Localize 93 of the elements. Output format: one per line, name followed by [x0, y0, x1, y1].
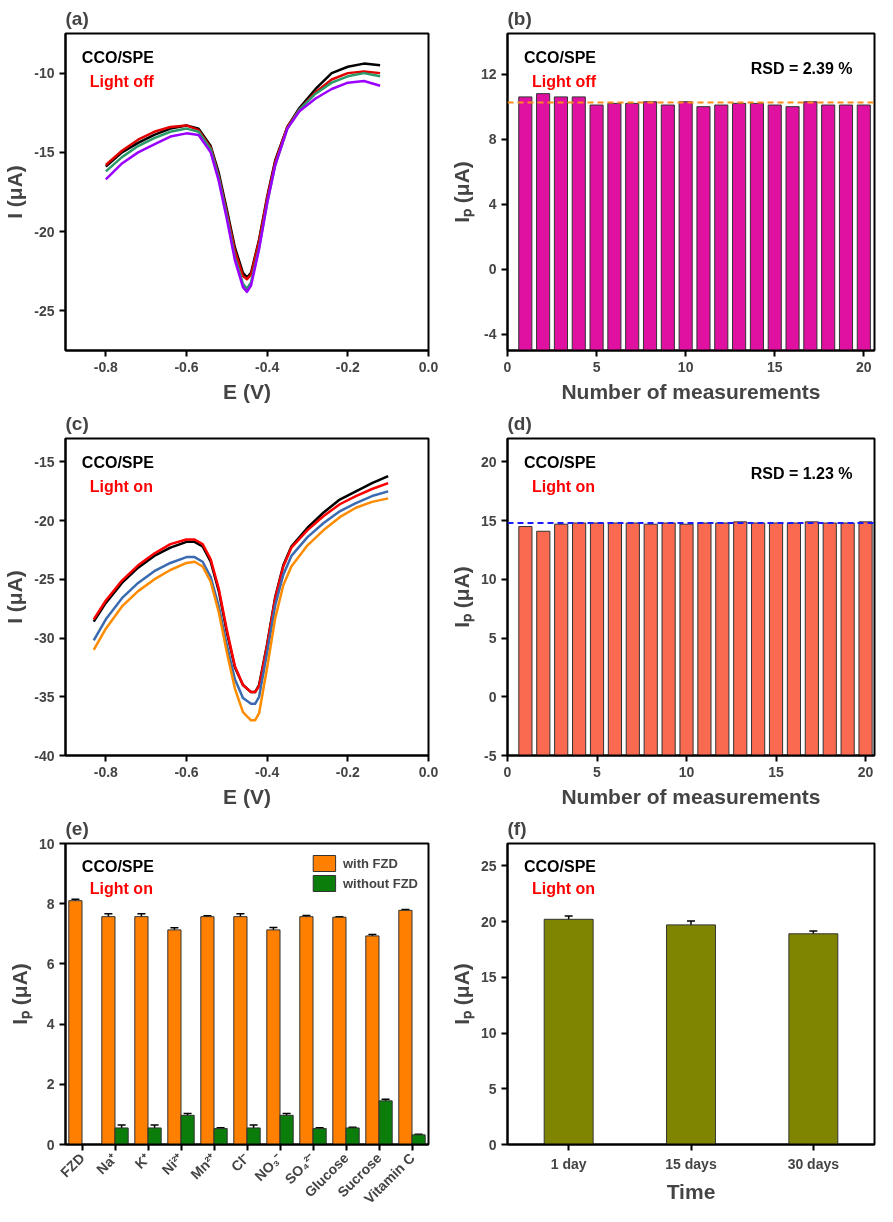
y-tick-label: -4 — [484, 326, 497, 343]
x-tick-label: 5 — [592, 358, 601, 375]
y-tick-label: -30 — [34, 630, 55, 647]
x-tick-label: -0.4 — [255, 358, 280, 375]
x-tick-label: 0.0 — [418, 358, 439, 375]
y-tick-label: -40 — [34, 747, 55, 764]
x-axis-title: Number of measurements — [561, 784, 821, 808]
y-axis-title: I (μA) — [3, 165, 27, 219]
x-tick-label: -0.8 — [93, 763, 119, 780]
chart-title: (f) — [507, 817, 527, 839]
y-tick-label: 10 — [480, 571, 497, 588]
chart-title: (c) — [65, 412, 89, 434]
x-tick-label: 0.0 — [418, 763, 439, 780]
y-tick-label: 10 — [480, 1025, 497, 1042]
y-tick-label: 6 — [46, 955, 55, 972]
chart-title: (b) — [507, 7, 532, 29]
x-tick-label: 15 — [766, 358, 783, 375]
x-tick-label: -0.8 — [93, 358, 119, 375]
y-tick-label: 8 — [46, 895, 55, 912]
x-tick-label: 10 — [678, 763, 695, 780]
x-tick-label: Na⁺ — [93, 1149, 121, 1178]
annotation: Light off — [89, 72, 155, 90]
y-tick-label: 15 — [480, 512, 497, 529]
annotation: Light on — [532, 880, 596, 898]
y-tick-label: 20 — [480, 453, 497, 470]
x-tick-label: K⁺ — [131, 1149, 154, 1172]
y-axis-title: Iₚ (μA) — [449, 566, 475, 628]
x-axis-title: Time — [666, 1179, 716, 1203]
x-tick-label: 1 day — [550, 1155, 587, 1172]
annotation: CCO/SPE — [81, 857, 155, 875]
y-tick-label: 8 — [488, 131, 497, 148]
y-tick-label: 20 — [480, 913, 497, 930]
y-tick-label: -25 — [34, 302, 55, 319]
y-axis-title: I (μA) — [3, 570, 27, 624]
y-tick-label: 10 — [38, 835, 55, 852]
y-tick-label: 5 — [488, 630, 497, 647]
annotation: Light on — [89, 477, 153, 495]
annotation: CCO/SPE — [81, 453, 155, 471]
x-tick-label: -0.4 — [255, 763, 280, 780]
x-tick-label: 10 — [677, 358, 694, 375]
y-tick-label: 25 — [480, 857, 497, 874]
y-tick-label: -20 — [34, 223, 55, 240]
x-tick-label: -0.6 — [174, 358, 199, 375]
chart-title: (a) — [65, 7, 89, 29]
y-axis-title: Iₚ (μA) — [449, 161, 475, 223]
x-tick-label: -0.6 — [174, 763, 199, 780]
annotation: RSD = 1.23 % — [750, 464, 853, 482]
y-tick-label: -15 — [34, 144, 55, 161]
legend-label: without FZD — [342, 875, 418, 891]
y-tick-label: 0 — [488, 688, 497, 705]
x-tick-label: 20 — [856, 358, 872, 375]
annotation: Light on — [89, 880, 153, 898]
x-tick-label: 5 — [593, 763, 602, 780]
annotation: CCO/SPE — [524, 857, 597, 875]
x-tick-label: 30 days — [787, 1155, 840, 1172]
y-axis-title: Iₚ (μA) — [7, 963, 33, 1025]
y-tick-label: -15 — [34, 453, 55, 470]
y-tick-label: 4 — [488, 196, 497, 213]
x-tick-label: 20 — [857, 763, 874, 780]
y-tick-label: -35 — [34, 688, 55, 705]
x-axis-title: E (V) — [223, 784, 271, 808]
annotation: Light off — [532, 72, 597, 90]
y-tick-label: -20 — [34, 512, 55, 529]
y-tick-label: 15 — [480, 969, 497, 986]
y-tick-label: 4 — [46, 1016, 55, 1033]
x-tick-label: Cl⁻ — [227, 1149, 253, 1175]
y-tick-label: -10 — [34, 65, 55, 82]
annotation: RSD = 2.39 % — [750, 59, 853, 77]
x-tick-label: 0 — [503, 763, 512, 780]
x-tick-label: 0 — [503, 358, 512, 375]
y-tick-label: 0 — [488, 1136, 497, 1153]
x-tick-label: 15 — [768, 763, 785, 780]
x-axis-title: E (V) — [223, 379, 271, 403]
chart-title: (d) — [507, 412, 532, 434]
x-tick-label: -0.2 — [335, 763, 361, 780]
y-tick-label: -5 — [484, 747, 497, 764]
y-tick-label: 0 — [46, 1136, 55, 1153]
legend-label: with FZD — [342, 855, 398, 871]
x-axis-title: Number of measurements — [561, 379, 821, 403]
y-tick-label: 5 — [488, 1080, 497, 1097]
annotation: CCO/SPE — [524, 453, 597, 471]
annotation: CCO/SPE — [524, 48, 597, 66]
y-tick-label: 0 — [488, 261, 497, 278]
y-axis-title: Iₚ (μA) — [449, 963, 475, 1025]
y-tick-label: 12 — [480, 66, 497, 83]
x-tick-label: -0.2 — [335, 358, 361, 375]
annotation: Light on — [532, 477, 596, 495]
y-tick-label: 2 — [46, 1076, 55, 1093]
y-tick-label: -25 — [34, 571, 55, 588]
x-tick-label: 15 days — [665, 1155, 717, 1172]
annotation: CCO/SPE — [81, 48, 155, 66]
x-tick-label: Ni²⁺ — [158, 1149, 187, 1178]
chart-title: (e) — [65, 817, 89, 839]
